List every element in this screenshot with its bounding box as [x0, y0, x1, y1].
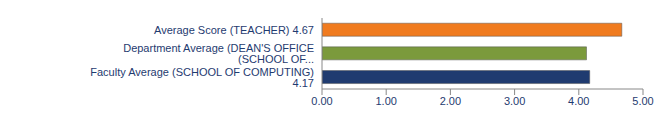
- svg-text:1.00: 1.00: [375, 95, 396, 107]
- svg-text:5.00: 5.00: [632, 95, 653, 107]
- svg-text:2.00: 2.00: [440, 95, 461, 107]
- svg-text:Average Score (TEACHER) 4.67: Average Score (TEACHER) 4.67: [154, 24, 314, 36]
- svg-text:Faculty Average (SCHOOL OF COM: Faculty Average (SCHOOL OF COMPUTING)4.1…: [90, 66, 314, 89]
- svg-text:4.00: 4.00: [568, 95, 589, 107]
- svg-text:3.00: 3.00: [504, 95, 525, 107]
- svg-text:Department Average (DEAN'S OFF: Department Average (DEAN'S OFFICE(SCHOOL…: [123, 42, 314, 65]
- svg-text:0.00: 0.00: [311, 95, 332, 107]
